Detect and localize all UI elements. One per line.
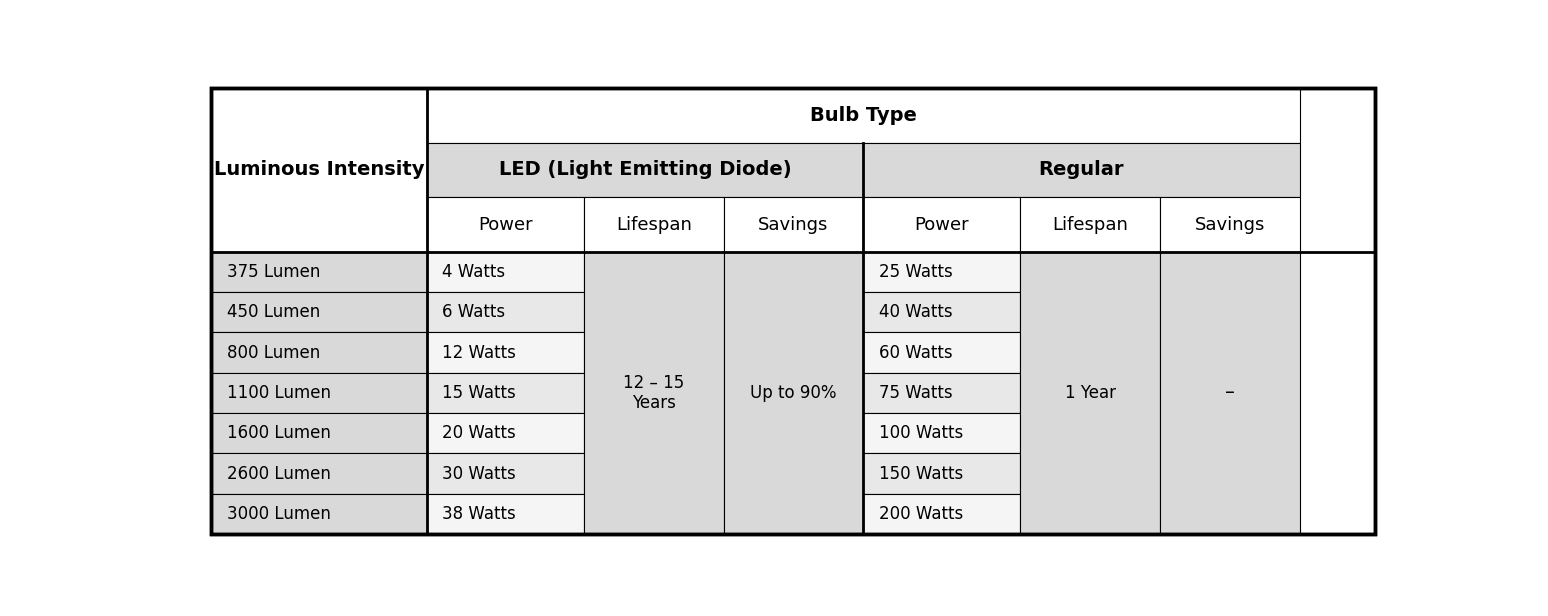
Text: 200 Watts: 200 Watts xyxy=(879,505,963,523)
Bar xyxy=(427,413,584,453)
Bar xyxy=(864,333,1020,373)
Bar xyxy=(1020,252,1159,534)
Bar xyxy=(723,197,864,252)
Text: 800 Lumen: 800 Lumen xyxy=(228,344,320,362)
Text: –: – xyxy=(1224,383,1235,402)
Bar xyxy=(864,453,1020,493)
Bar xyxy=(427,143,864,197)
Text: 6 Watts: 6 Watts xyxy=(443,303,506,322)
Text: 60 Watts: 60 Watts xyxy=(879,344,952,362)
Bar xyxy=(584,197,723,252)
Text: Power: Power xyxy=(478,216,533,233)
Text: Lifespan: Lifespan xyxy=(1053,216,1128,233)
Bar xyxy=(723,252,864,534)
Bar xyxy=(212,493,427,534)
Bar xyxy=(864,252,1020,292)
Text: 20 Watts: 20 Watts xyxy=(443,424,515,442)
Text: 38 Watts: 38 Watts xyxy=(443,505,515,523)
Text: 375 Lumen: 375 Lumen xyxy=(228,263,320,281)
Text: 2600 Lumen: 2600 Lumen xyxy=(228,464,331,482)
Text: 25 Watts: 25 Watts xyxy=(879,263,952,281)
Bar xyxy=(427,88,1300,143)
Bar xyxy=(427,333,584,373)
Bar xyxy=(584,252,723,534)
Bar xyxy=(212,373,427,413)
Text: Savings: Savings xyxy=(1195,216,1265,233)
Text: Up to 90%: Up to 90% xyxy=(751,384,836,402)
Bar xyxy=(427,373,584,413)
Text: 1600 Lumen: 1600 Lumen xyxy=(228,424,331,442)
Bar xyxy=(427,197,584,252)
Bar xyxy=(212,413,427,453)
Text: 12 Watts: 12 Watts xyxy=(443,344,515,362)
Bar xyxy=(212,88,427,252)
Text: Bulb Type: Bulb Type xyxy=(810,106,916,125)
Text: 4 Watts: 4 Watts xyxy=(443,263,506,281)
Text: LED (Light Emitting Diode): LED (Light Emitting Diode) xyxy=(498,161,791,179)
Text: 40 Watts: 40 Watts xyxy=(879,303,952,322)
Text: Savings: Savings xyxy=(759,216,828,233)
Bar xyxy=(864,143,1300,197)
Bar xyxy=(427,493,584,534)
Text: Regular: Regular xyxy=(1039,161,1124,179)
Bar xyxy=(1020,197,1159,252)
Text: Power: Power xyxy=(915,216,969,233)
Text: 30 Watts: 30 Watts xyxy=(443,464,515,482)
Bar xyxy=(864,197,1020,252)
Bar xyxy=(212,292,427,333)
Bar xyxy=(864,493,1020,534)
Bar xyxy=(427,453,584,493)
Bar xyxy=(427,292,584,333)
Text: Lifespan: Lifespan xyxy=(616,216,692,233)
Bar xyxy=(427,252,584,292)
Bar xyxy=(1159,197,1300,252)
Bar xyxy=(212,453,427,493)
Bar xyxy=(212,333,427,373)
Text: 3000 Lumen: 3000 Lumen xyxy=(228,505,331,523)
Text: 1100 Lumen: 1100 Lumen xyxy=(228,384,331,402)
Bar xyxy=(212,252,427,292)
Text: 75 Watts: 75 Watts xyxy=(879,384,952,402)
Text: Luminous Intensity: Luminous Intensity xyxy=(214,161,424,179)
Bar xyxy=(864,292,1020,333)
Text: 12 – 15
Years: 12 – 15 Years xyxy=(624,373,684,412)
Text: 150 Watts: 150 Watts xyxy=(879,464,963,482)
Bar xyxy=(864,413,1020,453)
Text: 100 Watts: 100 Watts xyxy=(879,424,963,442)
Bar xyxy=(864,373,1020,413)
Text: 15 Watts: 15 Watts xyxy=(443,384,515,402)
Text: 1 Year: 1 Year xyxy=(1065,384,1116,402)
Bar xyxy=(1159,252,1300,534)
Text: 450 Lumen: 450 Lumen xyxy=(228,303,320,322)
